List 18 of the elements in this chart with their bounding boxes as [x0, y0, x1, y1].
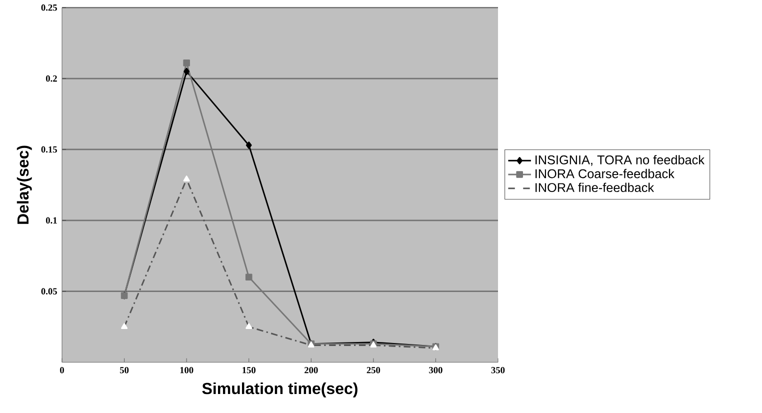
y-tick-label: 0.25 — [41, 4, 57, 11]
legend-label: INSIGNIA, TORA no feedback — [536, 154, 705, 166]
legend-label: INORA fine-feedback — [536, 182, 654, 192]
x-tick-label: 50 — [120, 366, 129, 374]
legend-label: INORA Coarse-feedback — [536, 168, 674, 178]
x-tick-label: 0 — [60, 366, 64, 374]
x-tick-label: 250 — [366, 366, 380, 374]
x-tick-label: 200 — [304, 366, 318, 374]
y-tick-label: 0.05 — [41, 288, 57, 294]
y-axis-title: Delay(sec) — [16, 146, 32, 224]
x-tick-label: 300 — [429, 366, 442, 374]
x-tick-label: 350 — [491, 366, 505, 374]
y-tick-label: 0.1 — [46, 217, 57, 224]
x-axis-title: Simulation time(sec) — [202, 382, 358, 398]
x-tick-label: 150 — [242, 366, 256, 374]
y-tick-label: 0.15 — [41, 146, 57, 153]
x-tick-label: 100 — [180, 366, 194, 374]
y-tick-label: 0.2 — [46, 75, 57, 82]
